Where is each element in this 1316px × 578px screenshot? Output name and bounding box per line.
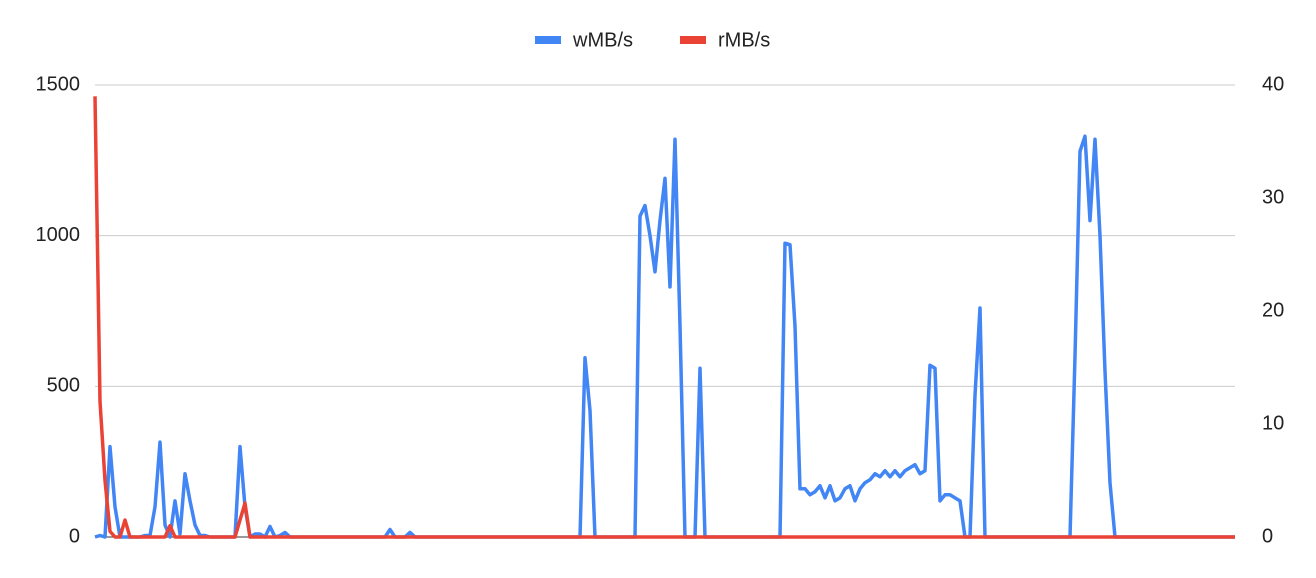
legend-swatch [535,36,561,44]
y-tick-label: 500 [47,375,80,397]
y-tick-label: 1000 [36,224,81,246]
y2-tick-label: 40 [1262,73,1284,95]
line-series [94,134,1235,539]
y-tick-label: 1500 [36,73,81,95]
legend-label: rMB/s [718,29,770,51]
legend-label: wMB/s [572,29,633,51]
legend-swatch [680,36,706,44]
y2-tick-label: 30 [1262,186,1284,208]
line-series [93,96,1235,539]
y2-tick-label: 10 [1262,412,1284,434]
y-tick-label: 0 [69,525,80,547]
y2-tick-label: 20 [1262,299,1284,321]
y2-tick-label: 0 [1262,525,1273,547]
